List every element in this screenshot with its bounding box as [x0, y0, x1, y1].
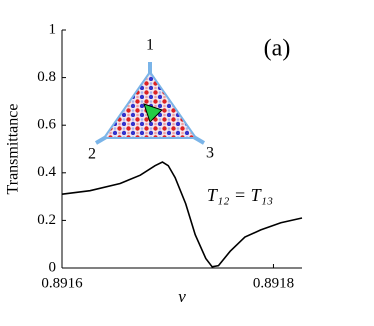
y-tick-label: 0	[49, 259, 57, 275]
line	[61, 161, 303, 268]
annotation: T₁₂ = T₁₃	[207, 185, 273, 205]
port-label: 3	[206, 145, 214, 162]
y-tick-label: 1	[49, 21, 57, 37]
x-tick-label: 0.8916	[41, 275, 83, 291]
x-axis-label: ν	[178, 287, 186, 306]
x-tick-label: 0.8918	[253, 275, 294, 291]
y-tick-label: 0.4	[37, 164, 56, 180]
port-label: 2	[88, 146, 96, 163]
panel-label: (a)	[264, 36, 291, 62]
y-axis-label: Transmittance	[5, 104, 22, 195]
y-tick-label: 0.2	[37, 212, 56, 228]
inset-device	[94, 62, 206, 145]
y-tick-label: 0.6	[37, 117, 56, 133]
port-label: 1	[146, 37, 154, 54]
y-tick-label: 0.8	[37, 69, 56, 85]
